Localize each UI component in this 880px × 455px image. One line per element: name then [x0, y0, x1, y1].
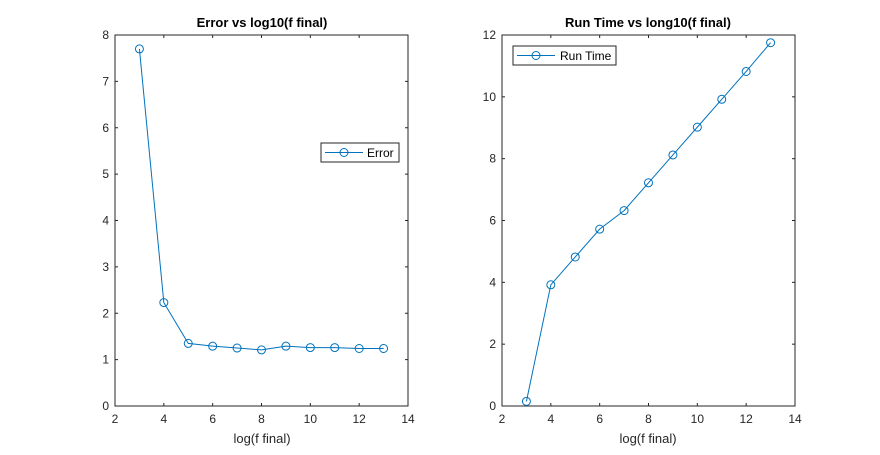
runtime-x-tick-label: 12: [739, 412, 753, 426]
error-data-point: [134, 44, 144, 54]
runtime-data-point: [595, 224, 605, 234]
runtime-data-point: [644, 178, 653, 188]
runtime-y-tick-label: 6: [489, 214, 496, 228]
error-y-tick-label: 3: [102, 260, 109, 274]
error-x-tick-label: 12: [352, 412, 366, 426]
runtime-x-tick-label: 2: [499, 412, 506, 426]
runtime-data-point: [741, 66, 751, 76]
runtime-chart-xlabel: log(f final): [619, 431, 676, 446]
error-data-point: [281, 341, 291, 351]
error-legend: Error: [320, 142, 400, 163]
runtime-x-tick-label: 4: [547, 412, 554, 426]
error-legend-marker: [339, 148, 349, 157]
runtime-data-point: [521, 396, 531, 406]
runtime-data-point: [619, 206, 629, 216]
error-series-line: [138, 48, 384, 351]
runtime-legend-label: Run Time: [560, 49, 612, 63]
runtime-data-point: [668, 150, 678, 160]
error-y-tick-label: 1: [102, 353, 109, 367]
runtime-series-line: [525, 42, 771, 402]
error-x-tick-label: 2: [112, 412, 119, 426]
error-chart-xlabel: log(f final): [233, 431, 290, 446]
runtime-chart-title: Run Time vs long10(f final): [565, 15, 731, 30]
error-chart: Error vs log10(f final) log(f final) 2 4 6…: [102, 15, 415, 446]
error-y-tick-label: 8: [102, 28, 109, 42]
runtime-legend-box: [512, 45, 617, 66]
error-data-point: [305, 343, 315, 353]
error-y-tick-label: 5: [102, 167, 109, 181]
runtime-x-tick-label: 10: [691, 412, 705, 426]
runtime-x-tick-label: 8: [645, 412, 652, 426]
error-data-point: [208, 341, 218, 351]
error-data-point: [257, 345, 266, 355]
runtime-x-tick-label: 6: [596, 412, 603, 426]
runtime-chart: Run Time vs long10(f final) log(f final)…: [483, 15, 802, 446]
runtime-y-tick-label: 2: [489, 337, 496, 351]
error-x-tick-label: 8: [258, 412, 265, 426]
error-y-tick-label: 4: [102, 214, 109, 228]
runtime-data-point: [692, 122, 702, 132]
runtime-y-tick-label: 10: [483, 90, 497, 104]
runtime-data-point: [570, 252, 580, 262]
error-data-point: [354, 343, 364, 353]
error-data-point: [232, 343, 242, 353]
error-legend-label: Error: [367, 146, 394, 160]
error-y-tick-label: 0: [102, 399, 109, 413]
runtime-y-tick-label: 8: [489, 152, 496, 166]
error-y-tick-label: 7: [102, 74, 109, 88]
runtime-y-tick-label: 4: [489, 275, 496, 289]
error-chart-title: Error vs log10(f final): [197, 15, 328, 30]
runtime-data-point: [546, 280, 556, 290]
runtime-legend-marker: [531, 51, 541, 60]
runtime-data-point: [717, 94, 727, 104]
error-y-tick-label: 2: [102, 306, 109, 320]
runtime-y-tick-label: 12: [483, 28, 497, 42]
runtime-chart-plot-area: [501, 34, 796, 407]
error-x-tick-label: 10: [304, 412, 318, 426]
error-x-tick-label: 6: [209, 412, 216, 426]
error-y-tick-label: 6: [102, 121, 109, 135]
runtime-legend: Run Time: [512, 45, 617, 66]
error-data-point: [159, 298, 169, 308]
runtime-data-point: [766, 38, 776, 48]
runtime-y-tick-label: 0: [489, 399, 496, 413]
error-data-point: [183, 338, 193, 348]
runtime-x-tick-label: 14: [788, 412, 802, 426]
error-x-tick-label: 4: [160, 412, 167, 426]
error-chart-series: [134, 44, 389, 355]
error-data-point: [330, 343, 340, 353]
runtime-chart-series: [521, 38, 776, 406]
error-x-tick-label: 14: [401, 412, 415, 426]
error-data-point: [379, 343, 389, 353]
